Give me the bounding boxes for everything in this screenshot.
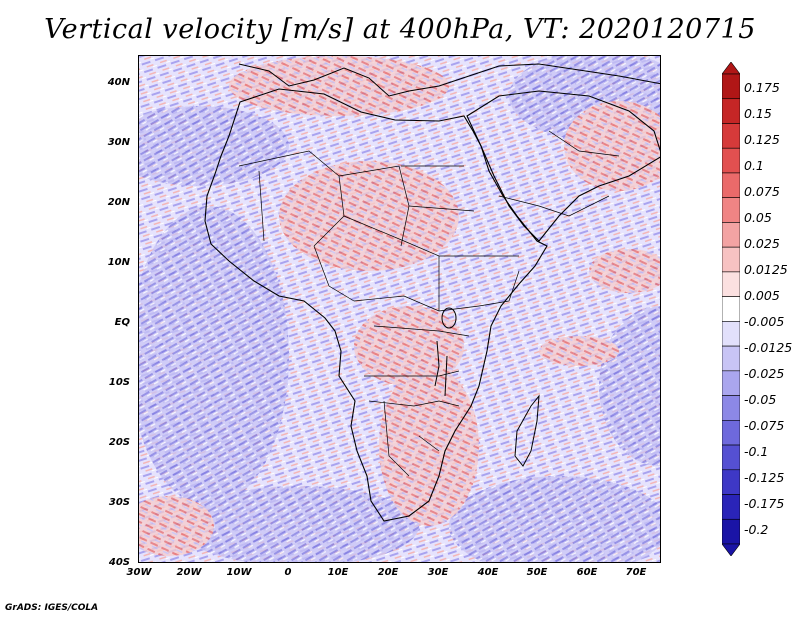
- colorbar-label: -0.2: [744, 522, 769, 537]
- lon-label-30w: 30W: [126, 567, 152, 578]
- colorbar-label: 0.025: [744, 236, 780, 251]
- country-borders: [238, 130, 620, 477]
- colorbar-cell: [722, 246, 740, 273]
- lat-label-20s: 20S: [108, 437, 130, 448]
- colorbar-cell: [722, 123, 740, 149]
- colorbar-cell: [722, 444, 740, 471]
- colorbar-label: 0.1: [744, 158, 764, 173]
- colorbar-label: -0.025: [744, 366, 785, 381]
- colorbar-top-arrow: [722, 62, 740, 75]
- colorbar-label: 0.175: [744, 80, 780, 95]
- colorbar-label: 0.125: [744, 132, 780, 147]
- lat-label-20n: 20N: [107, 197, 130, 208]
- colorbar-label: 0.15: [744, 106, 772, 121]
- colorbar-label: -0.175: [744, 496, 785, 511]
- chart-title: Vertical velocity [m/s] at 400hPa, VT: 2…: [44, 14, 756, 45]
- colorbar-cell: [722, 345, 740, 372]
- colorbar-cell: [722, 172, 740, 198]
- colorbar-label: -0.05: [744, 392, 777, 407]
- colorbar-label: -0.125: [744, 470, 785, 485]
- lon-label-40e: 40E: [477, 567, 499, 578]
- colorbar-label: 0.0125: [744, 262, 788, 277]
- arabia-coastline: [466, 90, 660, 242]
- lon-label-50e: 50E: [526, 567, 548, 578]
- lat-label-10n: 10N: [107, 257, 130, 268]
- colorbar-label: 0.075: [744, 184, 780, 199]
- lat-label-40n: 40N: [107, 77, 130, 88]
- colorbar-label: -0.005: [744, 314, 785, 329]
- colorbar-cell: [722, 271, 740, 297]
- colorbar-cell: [722, 98, 740, 124]
- colorbar-cell: [722, 469, 740, 495]
- colorbar-bottom-arrow: [722, 543, 740, 556]
- colorbar-cell: [722, 420, 740, 446]
- europe-coastline: [238, 63, 660, 97]
- colorbar-cell: [722, 147, 740, 174]
- colorbar-cell: [722, 518, 740, 545]
- footer-credit: GrADS: IGES/COLA: [5, 603, 99, 613]
- lat-label-30n: 30N: [107, 137, 130, 148]
- lon-label-60e: 60E: [576, 567, 598, 578]
- colorbar-label: 0.05: [744, 210, 772, 225]
- lon-label-0: 0: [284, 567, 292, 578]
- colorbar-label: -0.075: [744, 418, 785, 433]
- colorbar-cell: [722, 494, 740, 520]
- colorbar-label: -0.1: [744, 444, 769, 459]
- lon-label-10w: 10W: [226, 567, 252, 578]
- field-regions: [139, 56, 660, 562]
- colorbar: [722, 62, 740, 556]
- lon-label-10e: 10E: [327, 567, 349, 578]
- lon-label-20e: 20E: [377, 567, 399, 578]
- velocity-field-map: [139, 56, 660, 562]
- colorbar-cell: [722, 370, 740, 396]
- colorbar-cell: [722, 321, 740, 347]
- map-panel: [138, 55, 661, 563]
- lon-label-20w: 20W: [176, 567, 202, 578]
- colorbar-cells: [722, 62, 740, 556]
- colorbar-cell: [722, 73, 740, 100]
- colorbar-cell: [722, 222, 740, 248]
- lon-label-30e: 30E: [427, 567, 449, 578]
- lat-label-10s: 10S: [108, 377, 130, 388]
- colorbar-label: 0.005: [744, 288, 780, 303]
- lat-label-30s: 30S: [108, 497, 130, 508]
- lakes: [434, 307, 457, 397]
- madagascar: [514, 394, 540, 467]
- lat-label-eq: EQ: [114, 317, 130, 328]
- lon-label-70e: 70E: [625, 567, 647, 578]
- colorbar-cell: [722, 197, 740, 223]
- colorbar-cell: [722, 296, 740, 322]
- lat-label-40s: 40S: [108, 557, 130, 568]
- colorbar-label: -0.0125: [744, 340, 793, 355]
- colorbar-cell: [722, 395, 740, 421]
